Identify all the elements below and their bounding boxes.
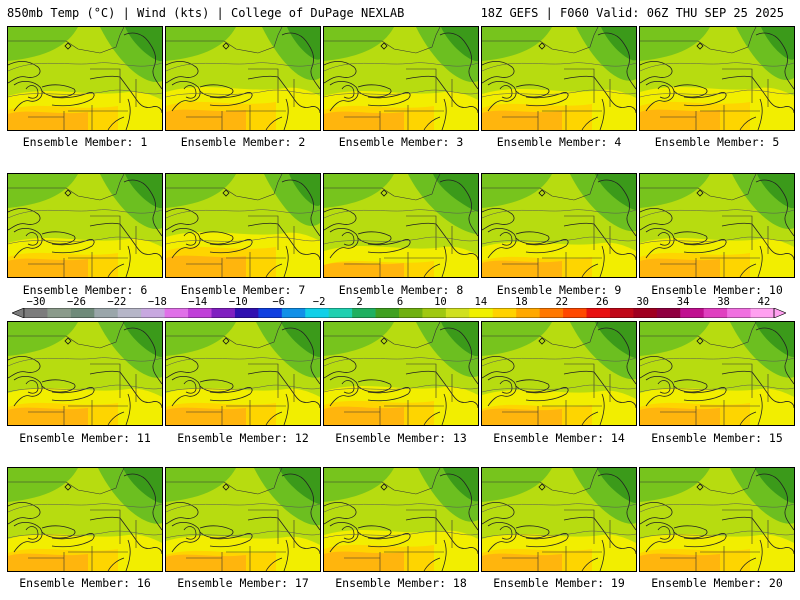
colorbar-segment <box>727 308 751 318</box>
model-run-info: 18Z GEFS | F060 Valid: 06Z THU SEP 25 20… <box>480 6 784 20</box>
ensemble-member-label: Ensemble Member: 17 <box>177 576 309 590</box>
colorbar-segment <box>750 308 775 318</box>
colorbar-tick: −2 <box>312 296 326 308</box>
colorbar-tick: −30 <box>26 296 46 308</box>
colorbar-tick: 10 <box>434 296 447 308</box>
colorbar-segment <box>445 308 470 318</box>
colorbar-segment <box>188 308 212 318</box>
colorbar-segment <box>680 308 705 318</box>
ensemble-member-label: Ensemble Member: 19 <box>493 576 625 590</box>
ensemble-member-label: Ensemble Member: 11 <box>19 431 151 445</box>
ensemble-member-label: Ensemble Member: 15 <box>651 431 783 445</box>
ensemble-member-label: Ensemble Member: 13 <box>335 431 467 445</box>
colorbar-segment <box>24 308 48 318</box>
ensemble-map-12 <box>165 321 321 426</box>
colorbar-segment <box>281 308 306 318</box>
colorbar-segment <box>70 308 95 318</box>
colorbar-segment <box>375 308 400 318</box>
colorbar-segment <box>47 308 72 318</box>
colorbar-segment <box>492 308 517 318</box>
ensemble-member-label: Ensemble Member: 8 <box>338 283 464 297</box>
colorbar-tick: 2 <box>356 296 363 308</box>
colorbar-tick: 38 <box>717 296 730 308</box>
ensemble-map-15 <box>639 321 795 426</box>
colorbar-segment <box>516 308 541 318</box>
colorbar-segment <box>563 308 587 318</box>
ensemble-member-label: Ensemble Member: 2 <box>180 135 306 149</box>
ensemble-member-label: Ensemble Member: 4 <box>496 135 622 149</box>
colorbar-tick: 6 <box>396 296 404 308</box>
ensemble-member-label: Ensemble Member: 9 <box>496 283 622 297</box>
ensemble-map-3 <box>323 26 479 131</box>
ensemble-map-6 <box>7 173 163 278</box>
temperature-colorbar <box>12 308 786 318</box>
ensemble-member-label: Ensemble Member: 18 <box>335 576 467 590</box>
colorbar-segment <box>352 308 376 318</box>
colorbar-tick: 34 <box>676 296 690 308</box>
ensemble-map-18 <box>323 467 479 572</box>
colorbar-segment <box>539 308 564 318</box>
ensemble-member-label: Ensemble Member: 7 <box>180 283 306 297</box>
colorbar-tick: 42 <box>757 296 771 308</box>
colorbar-tick: −10 <box>228 296 248 308</box>
colorbar-segment <box>234 308 259 318</box>
ensemble-member-label: Ensemble Member: 3 <box>338 135 464 149</box>
ensemble-map-14 <box>481 321 637 426</box>
ensemble-member-label: Ensemble Member: 5 <box>654 135 780 149</box>
ensemble-map-17 <box>165 467 321 572</box>
ensemble-map-7 <box>165 173 321 278</box>
colorbar-segment <box>469 308 494 318</box>
colorbar-segment <box>211 308 236 318</box>
ensemble-map-4 <box>481 26 637 131</box>
colorbar-segment <box>305 308 330 318</box>
colorbar-segment <box>399 308 423 318</box>
ensemble-map-8 <box>323 173 479 278</box>
colorbar-segment <box>328 308 353 318</box>
colorbar-tick: −6 <box>272 296 285 308</box>
ensemble-map-5 <box>639 26 795 131</box>
colorbar-tick: −26 <box>66 296 86 308</box>
colorbar-segment <box>258 308 283 318</box>
colorbar-segment <box>422 308 447 318</box>
ensemble-map-16 <box>7 467 163 572</box>
colorbar-tick: −22 <box>107 296 127 308</box>
colorbar-segment <box>141 308 166 318</box>
ensemble-member-label: Ensemble Member: 16 <box>19 576 151 590</box>
ensemble-map-11 <box>7 321 163 426</box>
colorbar-segment <box>586 308 611 318</box>
colorbar-segment <box>703 308 728 318</box>
ensemble-member-label: Ensemble Member: 6 <box>22 283 148 297</box>
colorbar-tick: −18 <box>147 296 167 308</box>
colorbar-segment <box>94 308 119 318</box>
ensemble-map-20 <box>639 467 795 572</box>
ensemble-map-1 <box>7 26 163 131</box>
ensemble-map-9 <box>481 173 637 278</box>
ensemble-member-label: Ensemble Member: 14 <box>493 431 625 445</box>
colorbar-segment <box>164 308 189 318</box>
colorbar-tick: 26 <box>595 296 609 308</box>
ensemble-member-label: Ensemble Member: 1 <box>22 135 148 149</box>
ensemble-map-13 <box>323 321 479 426</box>
ensemble-member-label: Ensemble Member: 20 <box>651 576 783 590</box>
chart-title: 850mb Temp (°C) | Wind (kts) | College o… <box>7 6 405 20</box>
colorbar-tick: 18 <box>515 296 528 308</box>
colorbar-tick: 22 <box>555 296 569 308</box>
colorbar-segment <box>117 308 142 318</box>
colorbar-segment <box>656 308 681 318</box>
ensemble-member-label: Ensemble Member: 12 <box>177 431 309 445</box>
colorbar-segment <box>609 308 634 318</box>
colorbar-tick: 30 <box>636 296 649 308</box>
ensemble-member-label: Ensemble Member: 10 <box>651 283 783 297</box>
ensemble-map-2 <box>165 26 321 131</box>
colorbar-tick: −14 <box>188 296 208 308</box>
colorbar-tick: 14 <box>474 296 488 308</box>
ensemble-map-19 <box>481 467 637 572</box>
colorbar-segment <box>633 308 658 318</box>
ensemble-map-10 <box>639 173 795 278</box>
